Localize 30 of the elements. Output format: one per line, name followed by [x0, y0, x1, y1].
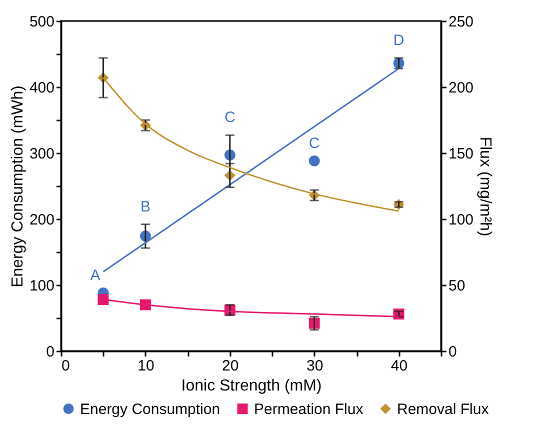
x-tick-label: 10 — [138, 358, 154, 374]
y2-tick-label: 200 — [448, 80, 474, 96]
y2-tick-label: 50 — [448, 278, 466, 294]
legend-label: Energy Consumption — [80, 400, 220, 418]
annotation: A — [90, 266, 100, 284]
y-tick-label: 200 — [29, 212, 54, 228]
y-tick-label: 400 — [29, 80, 54, 96]
x-tick-label: 0 — [62, 358, 70, 374]
x-axis-title: Ionic Strength (mM) — [181, 378, 322, 394]
x-tick-label: 40 — [390, 358, 408, 374]
legend-label: Removal Flux — [397, 400, 490, 418]
legend-label: Permeation Flux — [254, 400, 364, 418]
x-tick-label: 30 — [306, 358, 324, 374]
y-tick-label: 100 — [29, 278, 54, 294]
point — [98, 294, 109, 305]
annotation: B — [140, 198, 150, 216]
x-tick-label: 20 — [222, 358, 239, 374]
y2-axis-title: Flux (mg/m²h) — [476, 136, 494, 236]
annotation: C — [308, 134, 320, 152]
y-tick-label: 500 — [29, 14, 54, 30]
y2-tick-label: 100 — [448, 212, 474, 228]
y2-tick-label: 250 — [448, 14, 474, 30]
annotation: C — [224, 109, 236, 126]
y2-tick-label: 0 — [448, 344, 457, 360]
y-tick-label: 300 — [29, 146, 54, 162]
y2-tick-label: 150 — [448, 146, 474, 162]
annotation: D — [393, 32, 404, 49]
y-axis-title: Energy Consumption (mWh) — [9, 86, 26, 288]
point — [308, 155, 320, 166]
y-tick-label: 0 — [46, 344, 54, 360]
